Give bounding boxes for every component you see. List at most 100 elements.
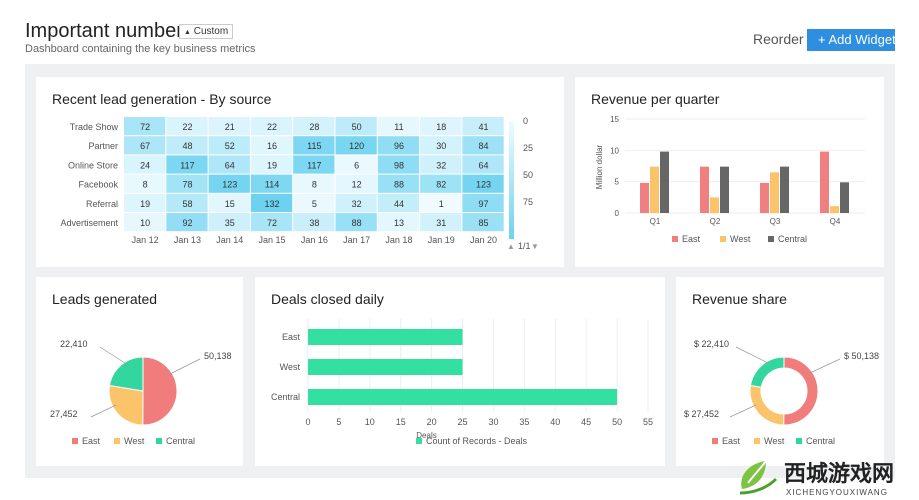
heatmap-cell-value: 96 [394,141,404,151]
heatmap-scale-tick: 25 [523,143,533,153]
heatmap-cell [124,193,166,212]
revenue-bar [830,206,839,213]
heatmap-cell-value: 15 [225,199,235,209]
revenue-bar [650,166,659,213]
heatmap-cell-value: 35 [225,218,235,228]
heatmap-cell-value: 82 [436,180,446,190]
heatmap-cell-value: 88 [352,218,362,228]
heatmap-cell [166,174,208,193]
heatmap-cell-value: 97 [479,199,489,209]
heatmap-cell [377,155,420,174]
heatmap-page-indicator: 1/1 [518,241,531,251]
lead-generation-title: Recent lead generation - By source [52,91,272,107]
heatmap-cell [335,213,377,232]
heatmap-cell-value: 31 [436,218,446,228]
heatmap-cell [250,136,293,155]
heatmap-column-label: Jan 15 [259,235,286,245]
leads-pie-legend-swatch [114,438,120,444]
leads-generated-card: Leads generated 50,138 27,452 22,410 East We… [36,277,243,466]
deals-closed-chart: 0 5 10 15 20 25 30 35 40 45 50 55 Deals East West Centr… [271,319,653,446]
heatmap-cell [208,117,250,136]
leads-generated-chart: 50,138 27,452 22,410 East West Central [50,339,232,446]
heatmap-row-label: Facebook [78,180,118,190]
leads-pie-legend-label: East [82,436,101,446]
revenue-share-pie-legend-swatch [796,438,802,444]
heatmap-cell-value: 58 [182,199,192,209]
widget-canvas: Recent lead generation - By source Trade… [25,64,895,478]
heatmap-cell-value: 28 [309,122,319,132]
deals-x-tick: 30 [488,417,498,427]
heatmap-cell [420,136,462,155]
revenue-per-quarter-card: Revenue per quarter 0 5 10 15 Million dollar… [575,77,884,267]
revenue-share-pie-leader-line [729,404,757,418]
deals-x-tick: 40 [550,417,560,427]
heatmap-cell [124,213,166,232]
heatmap-scale-tick: 50 [523,170,533,180]
revenue-share-card: Revenue share $ 50,138 $ 27,452 $ 22,410 Ea… [676,277,884,466]
heatmap-cell-value: 120 [349,141,364,151]
revenue-bar [780,166,789,213]
heatmap-cell-value: 11 [394,122,403,132]
revenue-legend-swatch [672,236,678,242]
revenue-legend-label: Central [778,234,807,244]
heatmap-cell [293,136,335,155]
revenue-share-pie-legend-swatch [754,438,760,444]
deals-x-tick: 35 [519,417,529,427]
up-triangle-icon: ▲ [184,29,191,36]
heatmap-cell-value: 38 [309,218,319,228]
revenue-per-quarter-title: Revenue per quarter [591,91,720,107]
heatmap-row-label: Trade Show [70,122,119,132]
page-title: Important numbers [25,20,193,42]
deals-x-tick: 45 [581,417,591,427]
revenue-x-tick: Q2 [710,217,721,226]
reorder-button[interactable]: Reorder [753,31,804,47]
heatmap-cell [166,193,208,212]
heatmap-cell [293,117,335,136]
revenue-share-pie-data-label: $ 22,410 [694,339,729,349]
heatmap-cell [208,136,250,155]
heatmap-cell [166,136,208,155]
revenue-x-tick: Q3 [770,217,781,226]
heatmap-cell-value: 32 [436,160,446,170]
heatmap-column-label: Jan 18 [385,235,412,245]
revenue-bar [640,182,649,213]
heatmap-cell-value: 88 [394,180,404,190]
watermark-text: 西城游戏网 [784,461,894,486]
revenue-y-tick: 5 [615,178,620,187]
heatmap-cell [250,117,293,136]
heatmap-cell [335,117,377,136]
heatmap-scale-tick: 75 [523,197,533,207]
revenue-legend-label: West [730,234,751,244]
deals-x-tick: 20 [427,417,437,427]
heatmap-cell-value: 22 [182,122,192,132]
heatmap-cell-value: 6 [354,160,359,170]
heatmap-cell-value: 117 [180,160,194,170]
heatmap-cell [250,155,293,174]
heatmap-scale-tick: 0 [523,116,528,126]
deals-closed-card: Deals closed daily 0 5 10 15 20 25 30 35 40 45 50 5… [255,277,665,466]
heatmap-cell-value: 72 [140,122,150,132]
revenue-bar [700,166,709,213]
down-triangle-icon: ▼ [531,242,539,251]
deals-x-tick: 0 [305,417,310,427]
revenue-bar [660,151,669,213]
leads-pie-leader-line [99,346,129,366]
lead-generation-card: Recent lead generation - By source Trade… [36,77,564,267]
heatmap-cell [335,136,377,155]
revenue-bar [840,182,849,213]
heatmap-cell-value: 13 [394,218,404,228]
heatmap-cell-value: 64 [479,160,489,170]
deals-x-tick: 15 [396,417,406,427]
heatmap-row-label: Partner [88,141,118,151]
custom-badge[interactable]: ▲ Custom [179,24,234,39]
heatmap-cell [166,155,208,174]
revenue-share-pie-data-label: $ 27,452 [684,409,719,419]
revenue-bar [710,197,719,213]
deals-x-tick: 10 [365,417,375,427]
heatmap-cell-value: 21 [225,122,235,132]
add-widget-button[interactable]: + Add Widget [807,29,895,51]
heatmap-cell-value: 16 [267,141,277,151]
revenue-x-tick: Q1 [650,217,661,226]
heatmap-column-label: Jan 13 [174,235,201,245]
